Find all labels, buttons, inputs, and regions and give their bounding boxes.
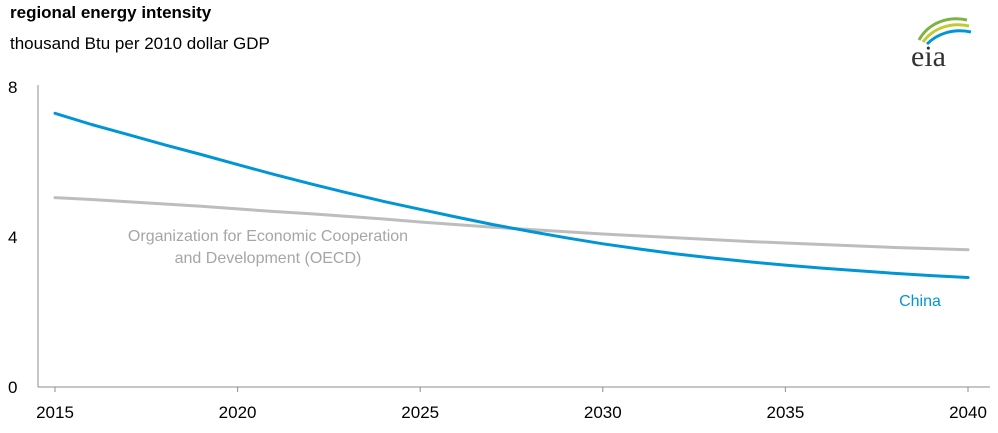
- y-tick-label: 8: [8, 78, 17, 97]
- chart-labels: China Organization for Economic Cooperati…: [128, 228, 941, 310]
- oecd-series-label: and Development (OECD): [175, 250, 362, 267]
- oecd-series-label: Organization for Economic Cooperation: [128, 228, 408, 245]
- x-tick-label: 2015: [36, 403, 74, 422]
- y-tick-label: 4: [8, 228, 17, 247]
- y-tick-label: 0: [8, 378, 17, 397]
- eia-logo-icon: eia: [911, 17, 972, 72]
- x-tick-label: 2025: [401, 403, 439, 422]
- chart-series: [53, 111, 970, 279]
- chart-axes: 0 4 8 2015 2020 2025 2030 2035 2040: [8, 78, 990, 422]
- logo-text: eia: [911, 40, 946, 72]
- chart-subtitle: thousand Btu per 2010 dollar GDP: [10, 34, 270, 53]
- x-tick-label: 2040: [949, 403, 987, 422]
- china-series-label: China: [899, 293, 941, 310]
- x-tick-label: 2035: [766, 403, 804, 422]
- chart-title: regional energy intensity: [10, 3, 212, 22]
- x-tick-label: 2030: [584, 403, 622, 422]
- x-tick-label: 2020: [219, 403, 257, 422]
- china-series-line: [53, 111, 970, 279]
